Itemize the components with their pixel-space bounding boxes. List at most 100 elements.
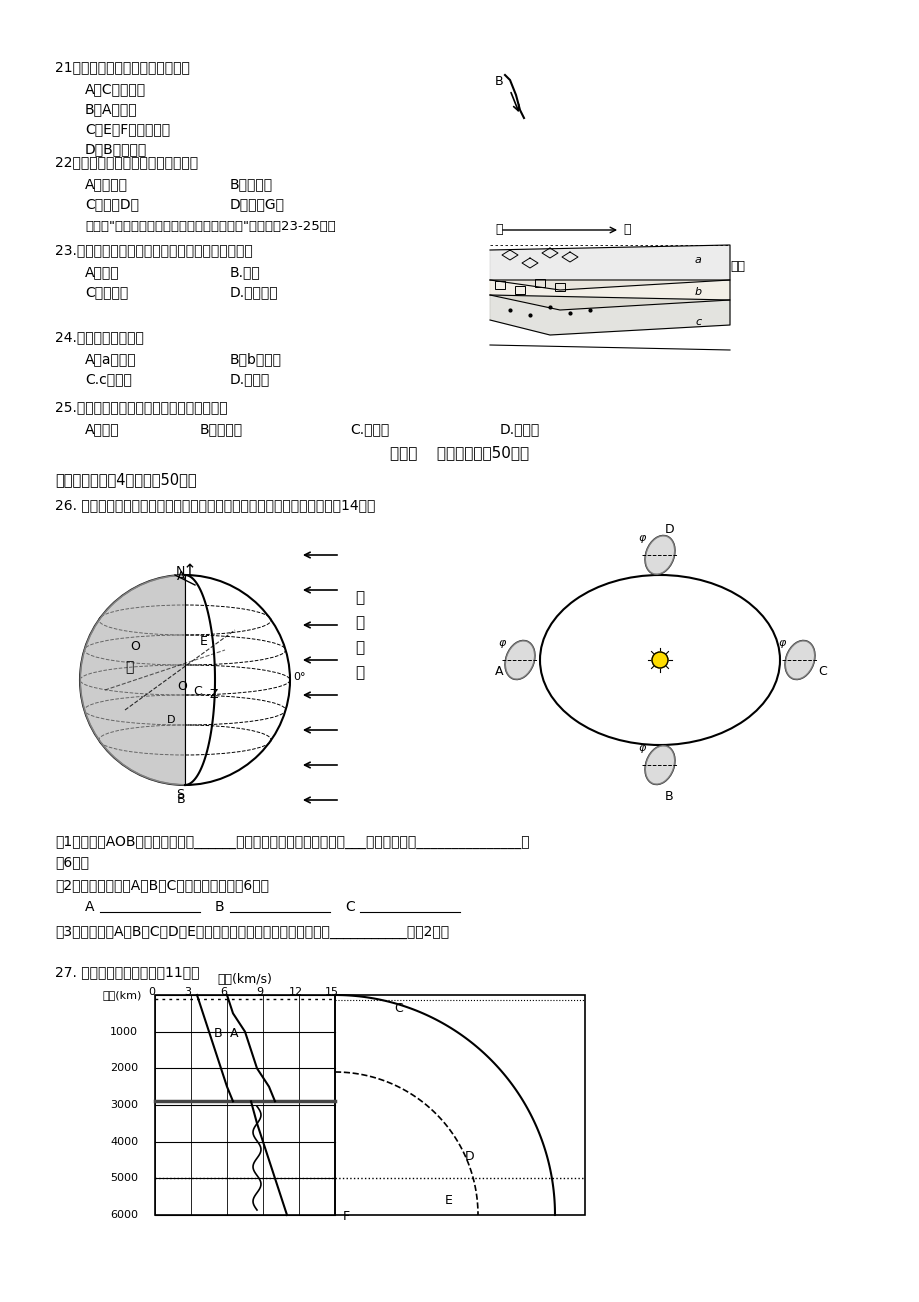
Text: D.一样老: D.一样老 — [230, 372, 270, 385]
Text: D: D — [167, 715, 176, 725]
Text: F: F — [343, 1210, 350, 1223]
Bar — [535, 279, 544, 286]
Text: A．C为大气圈: A．C为大气圈 — [85, 82, 146, 96]
Text: B．玄武岩: B．玄武岩 — [199, 422, 243, 436]
Text: A: A — [494, 665, 503, 678]
Text: B: B — [176, 793, 186, 806]
Text: φ: φ — [777, 638, 785, 648]
Text: Z: Z — [210, 687, 219, 700]
Text: A．a层最老: A．a层最老 — [85, 352, 137, 366]
Text: B．A为水圈: B．A为水圈 — [85, 102, 138, 116]
Text: 4000: 4000 — [110, 1137, 138, 1147]
Text: 2000: 2000 — [110, 1064, 138, 1073]
Text: 光: 光 — [355, 641, 364, 655]
Circle shape — [652, 652, 667, 668]
Text: C．图中D层: C．图中D层 — [85, 197, 139, 211]
Ellipse shape — [644, 746, 675, 784]
Polygon shape — [490, 245, 729, 290]
Text: A．增大: A．增大 — [85, 266, 119, 279]
Bar — [154, 995, 335, 1215]
Text: D．图中G层: D．图中G层 — [230, 197, 285, 211]
Text: 15: 15 — [324, 987, 338, 997]
Text: D.无法判断: D.无法判断 — [230, 285, 278, 299]
Text: φ: φ — [637, 533, 644, 543]
Text: φ: φ — [497, 638, 505, 648]
Text: 26. 左图为某日的太阳光照图，右图为地球公转示意图，回答下列问题。（14分）: 26. 左图为某日的太阳光照图，右图为地球公转示意图，回答下列问题。（14分） — [55, 497, 375, 512]
Text: A．下地幔: A．下地幔 — [85, 177, 128, 191]
Text: φ: φ — [637, 743, 644, 753]
Text: B: B — [664, 790, 673, 803]
Bar — [515, 286, 525, 294]
Text: O: O — [176, 680, 187, 693]
Text: A: A — [176, 570, 186, 583]
Text: D: D — [464, 1150, 473, 1163]
Text: 6000: 6000 — [110, 1210, 138, 1220]
Text: 27. 读图回答下列问题。（11分）: 27. 读图回答下列问题。（11分） — [55, 965, 199, 979]
Text: 粗: 粗 — [494, 223, 502, 236]
Text: 二、综合题（共4小题，共50分）: 二、综合题（共4小题，共50分） — [55, 473, 197, 487]
Text: 深度(km): 深度(km) — [103, 990, 142, 1000]
Text: a: a — [694, 255, 701, 266]
Text: 1000: 1000 — [110, 1027, 138, 1036]
Text: 速度(km/s): 速度(km/s) — [217, 973, 272, 986]
Text: C．无变化: C．无变化 — [85, 285, 128, 299]
Polygon shape — [490, 280, 729, 310]
Text: 太: 太 — [355, 590, 364, 605]
Text: B.缩小: B.缩小 — [230, 266, 260, 279]
Text: 12: 12 — [289, 987, 302, 997]
Text: 23.图示时期该海域面积与古地质时期相比，应该是: 23.图示时期该海域面积与古地质时期相比，应该是 — [55, 243, 253, 256]
Text: （1）左图中AOB线为（晨或昏）______线，此时地球位于右图中位置___，该日日期为_______________。: （1）左图中AOB线为（晨或昏）______线，此时地球位于右图中位置___，该… — [55, 835, 529, 849]
Text: 25.下列哪类岩石是由图示岩石转化而形成的: 25.下列哪类岩石是由图示岩石转化而形成的 — [55, 400, 227, 414]
Bar — [494, 281, 505, 289]
Text: S: S — [176, 788, 184, 801]
Text: E: E — [199, 635, 208, 648]
Text: B．b层最老: B．b层最老 — [230, 352, 282, 366]
Text: C．E、F合为岩石圈: C．E、F合为岩石圈 — [85, 122, 170, 135]
Text: 0°: 0° — [292, 672, 305, 682]
Text: b: b — [694, 286, 701, 297]
Text: 海面: 海面 — [729, 260, 744, 273]
Ellipse shape — [784, 641, 814, 680]
Polygon shape — [80, 575, 185, 785]
Text: N: N — [176, 565, 185, 578]
Ellipse shape — [644, 535, 675, 574]
Text: 5000: 5000 — [110, 1173, 138, 1184]
Text: （3）左图中的A、B、C、D、E五点，正午太阳高度由大到小排列是___________。（2分）: （3）左图中的A、B、C、D、E五点，正午太阳高度由大到小排列是________… — [55, 924, 448, 939]
Text: E: E — [444, 1194, 452, 1207]
Text: D．B为生物圈: D．B为生物圈 — [85, 142, 147, 156]
Text: C: C — [345, 900, 355, 914]
Text: D.石灰岩: D.石灰岩 — [499, 422, 539, 436]
Text: 6: 6 — [221, 987, 227, 997]
Text: 0: 0 — [148, 987, 155, 997]
Polygon shape — [490, 296, 729, 335]
Text: 右图为"某沿海地带沉积岩（物）分布示意图"据此回答23-25题。: 右图为"某沿海地带沉积岩（物）分布示意图"据此回答23-25题。 — [85, 220, 335, 233]
Text: C: C — [394, 1001, 403, 1014]
Bar — [554, 283, 564, 292]
Text: （2）根据左图写出A、B、C三点的地方时。（6分）: （2）根据左图写出A、B、C三点的地方时。（6分） — [55, 878, 268, 892]
Ellipse shape — [505, 641, 534, 680]
Text: （6分）: （6分） — [55, 855, 89, 868]
Text: c: c — [694, 316, 700, 327]
Text: B: B — [215, 900, 224, 914]
Text: 阳: 阳 — [355, 615, 364, 630]
Text: 3000: 3000 — [110, 1100, 138, 1111]
Text: ↑: ↑ — [183, 562, 197, 579]
Text: B: B — [214, 1027, 222, 1040]
Bar — [335, 995, 584, 1215]
Text: C: C — [193, 685, 201, 698]
Text: 9: 9 — [256, 987, 263, 997]
Text: A: A — [230, 1027, 238, 1040]
Text: C: C — [817, 665, 826, 678]
Text: 线: 线 — [355, 665, 364, 680]
Text: 3: 3 — [185, 987, 191, 997]
Text: C.c层最老: C.c层最老 — [85, 372, 131, 385]
Text: 甲: 甲 — [125, 660, 133, 674]
Text: A: A — [85, 900, 95, 914]
Text: 22．一般认为，岩浆的主要发源地是: 22．一般认为，岩浆的主要发源地是 — [55, 155, 198, 169]
Text: A．板岩: A．板岩 — [85, 422, 119, 436]
Text: D: D — [664, 523, 674, 536]
Text: C.花岗岩: C.花岗岩 — [349, 422, 389, 436]
Text: B．软流层: B．软流层 — [230, 177, 273, 191]
Text: 细: 细 — [622, 223, 630, 236]
Text: 24.岩层的古老程度为: 24.岩层的古老程度为 — [55, 329, 143, 344]
